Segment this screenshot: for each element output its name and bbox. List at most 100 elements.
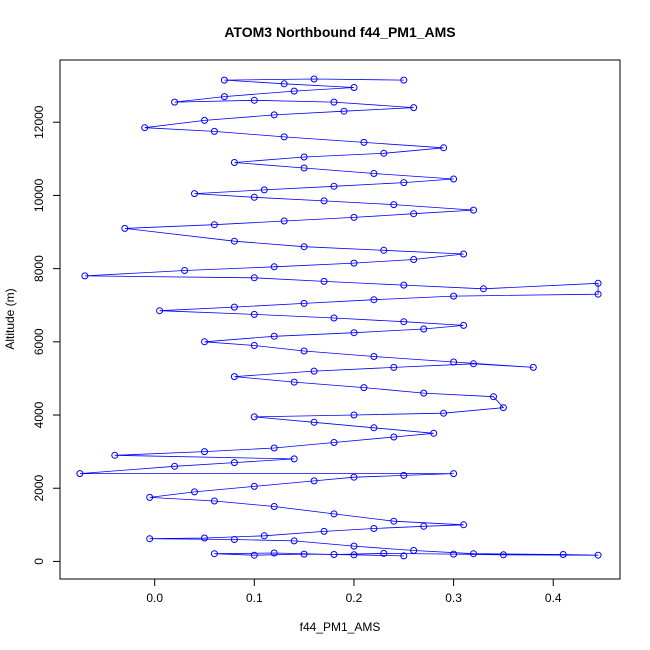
data-point (390, 433, 398, 441)
data-point (360, 138, 368, 146)
data-point (230, 303, 238, 311)
y-tick-label: 0 (32, 558, 46, 565)
data-point (191, 190, 198, 198)
data-point (171, 98, 179, 106)
data-point (410, 210, 418, 218)
plot-frame (59, 59, 621, 580)
data-point (310, 367, 318, 375)
data-point (146, 535, 154, 543)
data-point (490, 393, 497, 401)
data-point (380, 149, 388, 157)
data-point (350, 473, 358, 481)
data-point (350, 213, 358, 221)
data-point (480, 285, 487, 293)
data-point (559, 551, 567, 558)
data-point (290, 378, 298, 386)
data-point (290, 537, 298, 545)
data-point (370, 296, 378, 304)
data-point (450, 550, 458, 558)
data-point (470, 360, 477, 368)
data-point (410, 256, 418, 263)
data-point (370, 353, 378, 360)
data-point (300, 164, 308, 172)
data-point (350, 259, 358, 267)
data-point (529, 363, 537, 371)
data-point (280, 80, 288, 88)
data-point (220, 76, 228, 84)
data-point (270, 444, 278, 452)
data-point (76, 470, 84, 478)
data-point (250, 413, 258, 421)
data-point (400, 76, 408, 84)
data-point (270, 332, 278, 340)
data-point (146, 493, 154, 501)
data-point (280, 133, 288, 141)
data-point (594, 279, 602, 287)
data-point (380, 549, 388, 557)
data-point (250, 551, 258, 559)
y-tick-label: 12000 (32, 105, 46, 139)
data-point (181, 267, 189, 274)
x-axis-label: f44_PM1_AMS (300, 620, 381, 634)
data-point (594, 290, 602, 298)
data-point (410, 547, 418, 554)
data-point (300, 347, 308, 355)
y-axis: 0 2000 4000 6000 8000 10000 12000 (32, 105, 61, 565)
data-point (260, 186, 268, 194)
series-line (79, 78, 599, 557)
data-point (250, 193, 258, 201)
data-point (230, 237, 238, 245)
x-tick-label: 0.1 (246, 591, 263, 605)
data-point (450, 175, 458, 183)
data-point (430, 429, 438, 437)
data-point (370, 525, 378, 532)
data-point (230, 373, 238, 381)
data-point (340, 107, 348, 115)
data-point (250, 310, 258, 318)
data-point (400, 471, 408, 479)
data-point (201, 534, 208, 542)
data-point (350, 411, 358, 419)
data-point (350, 551, 358, 559)
data-point (310, 477, 318, 485)
data-point (270, 503, 278, 510)
data-point (141, 124, 149, 132)
y-tick-label: 6000 (32, 328, 46, 355)
data-point (460, 250, 468, 258)
data-point (440, 409, 448, 417)
data-point (410, 104, 418, 112)
data-point (380, 246, 388, 254)
data-layer (76, 75, 602, 560)
data-point (450, 358, 458, 366)
chart-title: ATOM3 Northbound f44_PM1_AMS (224, 24, 455, 40)
data-point (420, 389, 428, 397)
data-point (210, 127, 218, 135)
data-point (320, 527, 328, 535)
data-point (300, 299, 308, 307)
data-point (230, 459, 238, 467)
data-point (330, 98, 338, 106)
data-point (350, 84, 358, 91)
y-tick-label: 2000 (32, 475, 46, 502)
data-point (330, 314, 338, 322)
data-point (460, 321, 468, 329)
data-point (350, 329, 358, 337)
data-point (450, 292, 458, 300)
data-point (201, 448, 208, 456)
data-point (499, 551, 507, 559)
x-axis: 0.0 0.1 0.2 0.3 0.4 (146, 578, 562, 605)
data-point (370, 424, 378, 432)
x-tick-label: 0.4 (545, 591, 562, 605)
data-point (470, 550, 477, 558)
data-point (460, 521, 468, 529)
data-point (499, 404, 507, 412)
data-point (250, 482, 258, 490)
data-point (220, 93, 228, 101)
data-point (270, 263, 278, 271)
data-point (320, 197, 328, 205)
data-point (400, 552, 408, 560)
data-point (300, 243, 308, 251)
data-point (310, 75, 318, 83)
data-point (350, 542, 358, 550)
